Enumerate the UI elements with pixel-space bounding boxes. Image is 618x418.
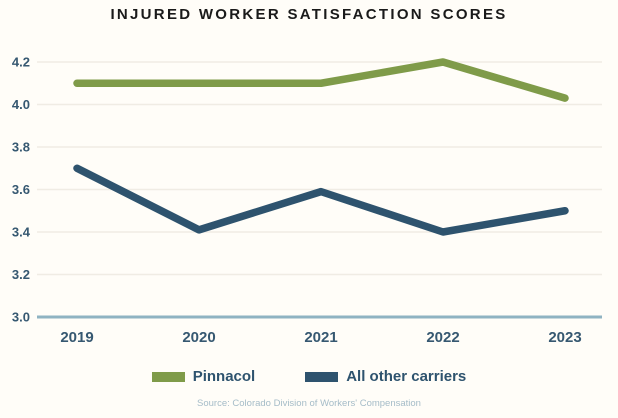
x-tick-label-2021: 2021 <box>304 329 337 346</box>
legend-item-pinnacol: Pinnacol <box>151 368 256 385</box>
legend-label-pinnacol: Pinnacol <box>192 368 256 385</box>
series-line-pinnacol <box>73 58 569 102</box>
x-axis-labels: 2019 2020 2021 2022 2023 <box>60 329 581 346</box>
y-tick-label: 4.0 <box>12 97 30 112</box>
y-tick-label: 3.2 <box>12 267 30 282</box>
line-chart: 3.03.23.43.63.84.04.2 2019 2020 2021 2022 20… <box>12 55 602 346</box>
y-tick-label: 3.0 <box>12 310 30 325</box>
x-tick-label-2019: 2019 <box>60 329 93 346</box>
pinnacol-line-swatch <box>151 371 185 382</box>
source-caption: Source: Colorado Division of Workers' Co… <box>197 398 421 409</box>
y-axis-labels: 3.0 3.2 3.4 3.6 3.8 4.0 4.2 <box>12 55 31 325</box>
legend: Pinnacol All other carriers <box>0 368 618 385</box>
legend-item-all-other-carriers: All other carriers <box>305 368 466 385</box>
chart-title: INJURED WORKER SATISFACTION SCORES <box>110 6 508 23</box>
x-tick-label-2023: 2023 <box>548 329 581 346</box>
y-tick-label: 3.6 <box>12 182 30 197</box>
y-tick-label: 4.2 <box>12 55 30 70</box>
series-lines <box>73 58 569 236</box>
legend-label-all-other-carriers: All other carriers <box>346 368 467 385</box>
x-tick-label-2020: 2020 <box>182 329 215 346</box>
y-tick-label: 3.8 <box>12 140 30 155</box>
all-other-carriers-line-swatch <box>305 371 339 382</box>
gridlines <box>37 61 602 319</box>
y-tick-label: 3.4 <box>12 225 31 240</box>
x-tick-label-2022: 2022 <box>426 329 459 346</box>
series-line-all-other-carriers <box>73 164 569 236</box>
